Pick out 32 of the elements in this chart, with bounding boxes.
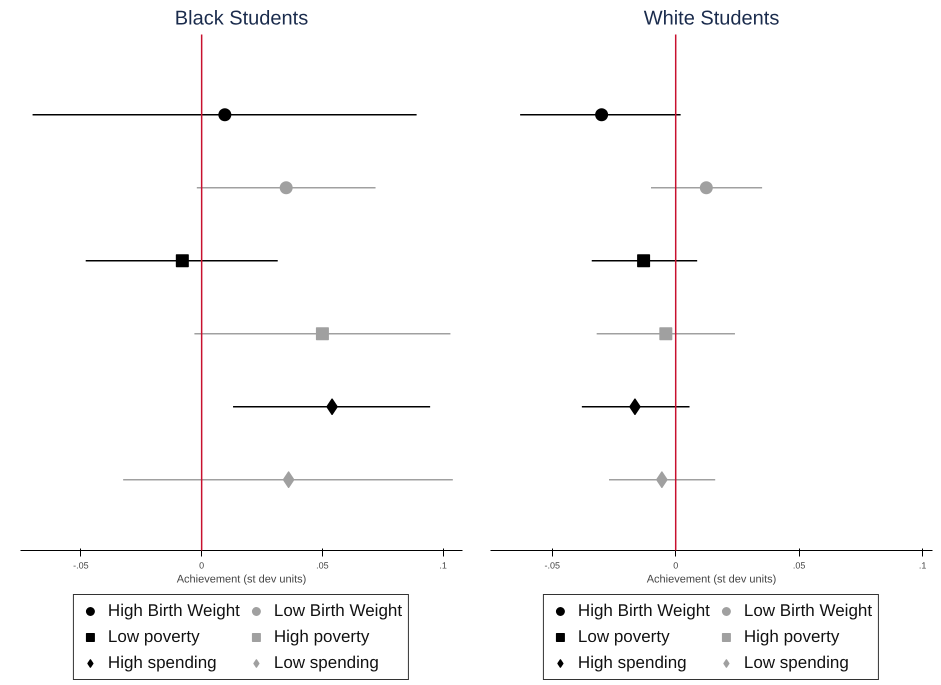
- x-tick-label: .1: [918, 560, 926, 570]
- legend-label: Low Birth Weight: [744, 601, 872, 621]
- legend-label: Low spending: [274, 653, 379, 673]
- legend-label: Low Birth Weight: [274, 601, 402, 621]
- legend-label: Low spending: [744, 653, 849, 673]
- x-tick-label: -.05: [544, 560, 560, 570]
- legend-label: High Birth Weight: [108, 601, 240, 621]
- legend-label: Low poverty: [108, 627, 200, 647]
- x-tick-label: -.05: [73, 560, 89, 570]
- point: [280, 181, 293, 194]
- legend-label: High poverty: [744, 627, 840, 647]
- x-tick-label: 0: [199, 560, 204, 570]
- x-tick-label: .05: [316, 560, 329, 570]
- x-tick-label: .05: [792, 560, 806, 570]
- point: [659, 327, 672, 340]
- point: [595, 108, 608, 122]
- x-axis-title: Achievement (st dev units): [646, 574, 776, 586]
- point: [176, 254, 189, 268]
- legend-label: Low poverty: [578, 627, 670, 647]
- point: [218, 108, 232, 122]
- chart-title: White Students: [644, 8, 780, 30]
- x-tick-label: .1: [439, 560, 447, 570]
- point: [637, 254, 650, 268]
- chart-title: Black Students: [174, 8, 308, 30]
- point: [316, 327, 329, 340]
- legend-label: High spending: [578, 653, 687, 673]
- legend-label: High Birth Weight: [578, 601, 710, 621]
- x-axis-title: Achievement (st dev units): [176, 574, 306, 586]
- legend-label: High spending: [108, 653, 217, 673]
- legend-label: High poverty: [274, 627, 370, 647]
- point: [700, 181, 713, 194]
- x-tick-label: 0: [673, 560, 678, 570]
